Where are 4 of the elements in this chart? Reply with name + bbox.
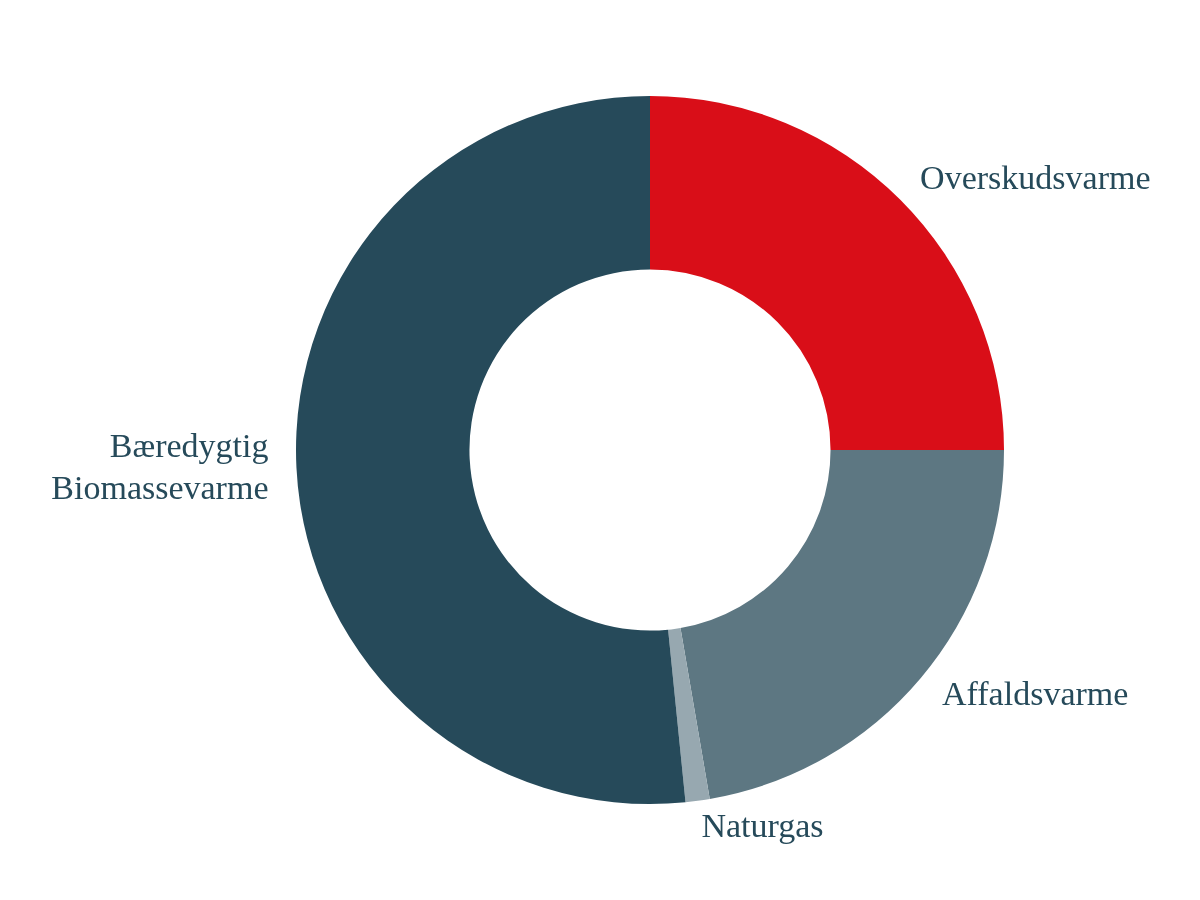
slice-label: Overskudsvarme: [920, 158, 1151, 196]
slice-label: Bæredygtig Biomassevarme: [51, 427, 269, 507]
slice-label: Naturgas: [701, 807, 824, 845]
slice-label: Affaldsvarme: [942, 675, 1129, 713]
